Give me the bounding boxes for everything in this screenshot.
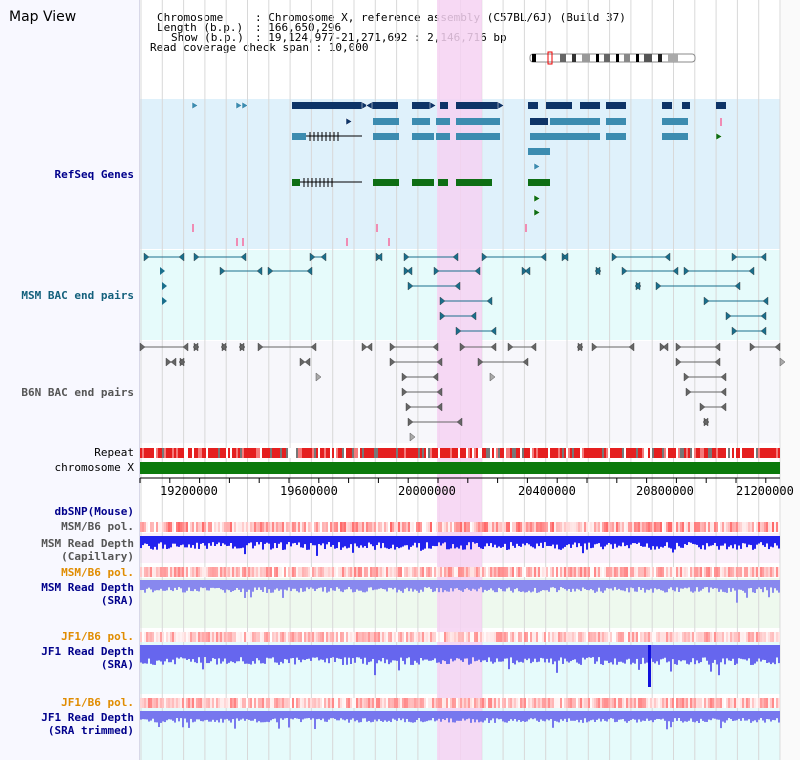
label-jf1-b6-pol-2: JF1/B6 pol. [61,696,134,709]
ruler-axis [139,477,780,483]
label-jf1-depth-sra-2: (SRA) [100,658,134,671]
jf1-b6-pol-bar-2 [140,698,780,708]
label-msm-depth-cap-1: MSM Read Depth [41,537,134,550]
repeat-track [140,448,780,458]
chromosome-ideogram [529,51,696,65]
show-key: Show (b.p.) [171,31,244,44]
ruler-label-2: 19600000 [280,484,338,498]
refseq-gene-features [191,101,726,246]
ruler-label-5: 20800000 [636,484,694,498]
label-refseq: RefSeq Genes [54,168,134,181]
label-jf1-depth-sra-1: JF1 Read Depth [41,645,134,658]
label-chromosome: chromosome X [54,461,134,474]
ruler-label-1: 19200000 [160,484,218,498]
label-msm-b6-pol-1: MSM/B6 pol. [61,520,134,533]
jf1-depth-sra [140,645,780,687]
msm-b6-pol-bar-2 [140,567,780,577]
ruler-label-4: 20400000 [518,484,576,498]
label-msm-depth-sra-1: MSM Read Depth [41,581,134,594]
label-jf1-depth-trim-1: JF1 Read Depth [41,711,134,724]
label-msm-depth-sra-2: (SRA) [100,594,134,607]
label-msm-bac: MSM BAC end pairs [21,289,134,302]
label-jf1-b6-pol-1: JF1/B6 pol. [61,630,134,643]
right-margin [781,0,800,760]
label-jf1-depth-trim-2: (SRA trimmed) [47,724,134,737]
label-repeat: Repeat [94,446,134,459]
length-value: : 166,650,296 [255,21,342,34]
msm-b6-pol-bar-1 [140,522,780,532]
length-key: Length (b.p.) [157,21,244,34]
msm-depth-sra [140,580,780,603]
coverage-span: Read coverage check span : 10,000 [150,41,369,54]
ruler-label-6: 21200000 [736,484,794,498]
label-msm-depth-cap-2: (Capillary) [61,550,134,563]
chromosome-bar [140,462,780,474]
chromosome-key: Chromosome [157,11,224,24]
jf1-depth-trimmed [140,711,780,730]
ruler-label-3: 20000000 [398,484,456,498]
track-label-column [0,0,140,760]
label-msm-b6-pol-2: MSM/B6 pol. [61,566,134,579]
jf1-b6-pol-bar-1 [140,632,780,642]
label-b6n-bac: B6N BAC end pairs [21,386,134,399]
b6n-bac-features [139,342,786,442]
page-title: Map View [9,9,77,25]
msm-bac-features [143,252,769,336]
label-dbsnp: dbSNP(Mouse) [54,505,134,518]
msm-depth-capillary [140,536,780,556]
